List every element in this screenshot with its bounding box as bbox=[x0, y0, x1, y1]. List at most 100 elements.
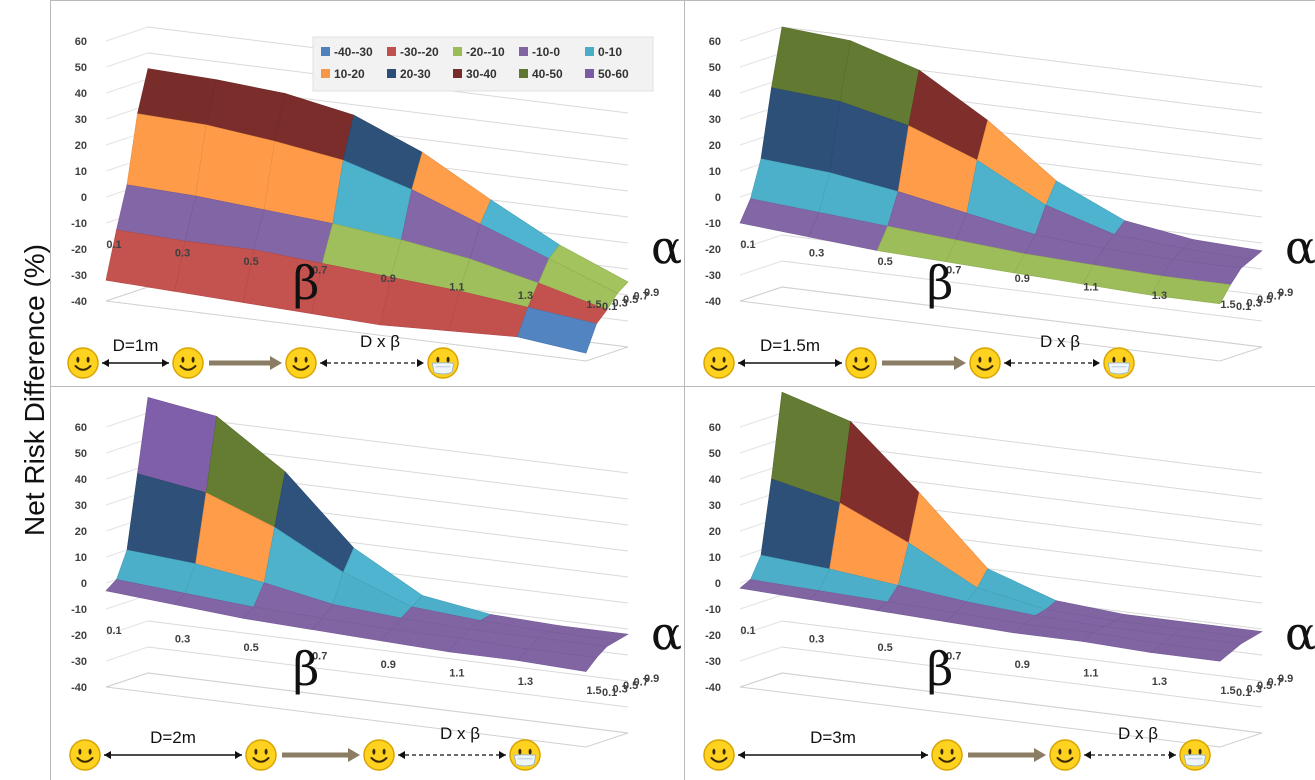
beta-tick-label: 0.9 bbox=[381, 273, 396, 285]
alpha-tick-label: 0.7 bbox=[634, 290, 649, 302]
left-eye bbox=[254, 748, 258, 755]
arrowhead-right bbox=[835, 359, 842, 367]
distance-illustration: D=1m D x β bbox=[67, 332, 459, 379]
distance-illustration: D=1.5m D x β bbox=[703, 332, 1135, 379]
right-eye bbox=[86, 356, 90, 363]
beta-tick-label: 0.9 bbox=[1015, 659, 1030, 671]
y-axis-title: Net Risk Difference (%) bbox=[19, 244, 50, 536]
surface-patch bbox=[760, 87, 841, 173]
face bbox=[703, 739, 735, 771]
y-tick-label: 20 bbox=[709, 526, 721, 538]
distance-illustration: D=2m D x β bbox=[69, 724, 541, 771]
arrowhead-left bbox=[738, 751, 745, 759]
alpha-axis-title: α bbox=[651, 220, 682, 274]
left-eye bbox=[294, 356, 298, 363]
surface-patch bbox=[126, 113, 207, 197]
beta-tick-label: 0.5 bbox=[877, 642, 892, 654]
right-eye bbox=[1198, 748, 1202, 755]
face bbox=[67, 347, 99, 379]
gridline bbox=[147, 620, 629, 682]
alpha-tick-label: 0.3 bbox=[1247, 297, 1262, 309]
right-eye bbox=[864, 356, 868, 363]
right-eye bbox=[446, 356, 450, 363]
arrowhead-left bbox=[102, 359, 109, 367]
left-eye bbox=[712, 748, 716, 755]
arrowhead-right bbox=[1169, 751, 1176, 759]
arrowhead-right bbox=[921, 751, 928, 759]
gridline bbox=[105, 52, 149, 68]
legend-swatch bbox=[519, 69, 528, 78]
person-icon-3 bbox=[285, 347, 317, 379]
smile bbox=[370, 757, 388, 763]
surface-chart: 6050403020100-10-20-30-400.10.30.50.70.9… bbox=[69, 397, 682, 771]
person-icon-2 bbox=[172, 347, 204, 379]
y-tick-label: -40 bbox=[71, 682, 87, 694]
face bbox=[1049, 739, 1081, 771]
y-tick-label: -10 bbox=[705, 218, 721, 230]
alpha-axis-title: α bbox=[1285, 220, 1315, 274]
gridline bbox=[781, 26, 1263, 88]
y-tick-label: 60 bbox=[75, 36, 87, 48]
face bbox=[703, 347, 735, 379]
beta-tick-label: 0.5 bbox=[877, 256, 892, 268]
gridline bbox=[739, 234, 783, 250]
axis-floor bbox=[105, 286, 629, 362]
y-tick-label: 60 bbox=[75, 422, 87, 434]
axis-floor bbox=[739, 286, 1263, 362]
right-eye bbox=[304, 356, 308, 363]
gridline bbox=[739, 52, 783, 68]
beta-tick-label: 0.3 bbox=[175, 247, 190, 259]
legend-swatch bbox=[387, 47, 396, 56]
alpha-tick-label: 0.3 bbox=[613, 297, 628, 309]
left-eye bbox=[1112, 356, 1116, 363]
legend-label: -40--30 bbox=[334, 45, 373, 59]
distance-label: D=3m bbox=[810, 728, 856, 747]
y-axis-ticks: 60 50 40 30 20 10 0 -10 -20 -30 -40 bbox=[71, 36, 87, 308]
y-tick-label: 0 bbox=[715, 578, 721, 590]
gridline bbox=[739, 594, 783, 610]
alpha-axis-ticks: 0.10.30.50.70.9 bbox=[602, 287, 659, 313]
person-icon-2 bbox=[845, 347, 877, 379]
gridline bbox=[739, 260, 783, 276]
gridline bbox=[105, 620, 149, 636]
panel-d3m: 60 50 40 30 20 10 0 -10 -20 -30 -40 0.1 0.3 0.5 0.7 0.9… bbox=[684, 386, 1315, 780]
left-eye bbox=[712, 356, 716, 363]
distance-label: D=2m bbox=[150, 728, 196, 747]
arrowhead-left bbox=[398, 751, 405, 759]
y-tick-label: 60 bbox=[709, 422, 721, 434]
left-eye bbox=[76, 356, 80, 363]
masked-person-icon bbox=[427, 347, 459, 379]
gridline bbox=[105, 78, 149, 94]
surface-patch bbox=[1150, 275, 1231, 305]
arrowhead-left bbox=[320, 359, 327, 367]
beta-tick-label: 1.3 bbox=[1152, 676, 1167, 688]
panel-d2m: 60 50 40 30 20 10 0 -10 -20 -30 -40 0.1 0.3 0.5 0.7 0.9… bbox=[50, 386, 686, 780]
movement-arrowhead bbox=[954, 356, 966, 370]
beta-tick-label: 1.1 bbox=[1083, 668, 1098, 680]
movement-arrowhead bbox=[348, 748, 360, 762]
alpha-tick-label: 0.3 bbox=[1247, 683, 1262, 695]
left-eye bbox=[978, 356, 982, 363]
y-tick-label: 10 bbox=[709, 166, 721, 178]
alpha-axis-title: α bbox=[651, 606, 682, 660]
distance-illustration: D=3m D x β bbox=[703, 724, 1211, 771]
beta-tick-label: 0.7 bbox=[312, 265, 327, 277]
legend-label: 0-10 bbox=[598, 45, 622, 59]
beta-tick-label: 0.3 bbox=[809, 633, 824, 645]
y-tick-label: 40 bbox=[75, 474, 87, 486]
beta-tick-label: 0.5 bbox=[243, 642, 258, 654]
alpha-tick-label: 0.1 bbox=[602, 687, 617, 699]
right-eye bbox=[722, 748, 726, 755]
beta-tick-label: 0.7 bbox=[946, 651, 961, 663]
y-tick-label: -40 bbox=[705, 682, 721, 694]
arrowhead-left bbox=[1084, 751, 1091, 759]
beta-tick-label: 1.1 bbox=[449, 668, 464, 680]
person-icon-1 bbox=[69, 739, 101, 771]
alpha-tick-label: 0.5 bbox=[1257, 680, 1272, 692]
smile bbox=[710, 365, 728, 371]
smile bbox=[976, 365, 994, 371]
y-tick-label: 20 bbox=[75, 140, 87, 152]
person-icon-1 bbox=[67, 347, 99, 379]
